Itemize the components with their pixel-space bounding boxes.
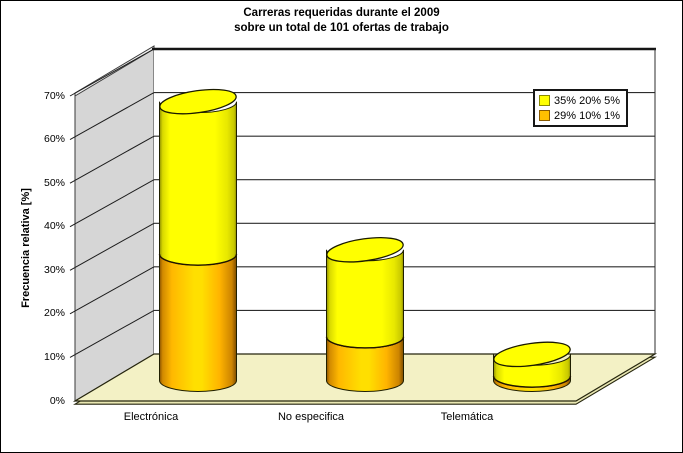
y-tick-label: 40% — [43, 220, 65, 233]
legend-item: 35% 20% 5% — [539, 93, 620, 108]
cylinder-no-especifica-top — [326, 236, 404, 263]
cylinder-telematica-segment-boundary — [492, 376, 572, 388]
left-wall-gridline — [69, 135, 155, 184]
chart-title-line2: sobre un total de 101 ofertas de trabajo — [234, 22, 449, 34]
left-wall-gridline — [69, 92, 155, 141]
y-tick-label: 30% — [43, 263, 65, 276]
left-wall-gridline — [69, 48, 155, 97]
legend-item: 29% 10% 1% — [539, 108, 620, 123]
y-tick-label: 10% — [43, 350, 65, 363]
cylinder-electronica-top — [159, 88, 237, 115]
x-category-label: Telemática — [440, 411, 494, 423]
y-tick-label: 50% — [43, 176, 65, 189]
left-wall-gridline — [69, 309, 155, 358]
x-category-label: Electrónica — [123, 411, 179, 423]
legend-label: 35% 20% 5% — [554, 94, 621, 107]
legend-label: 29% 10% 1% — [554, 109, 621, 122]
chart-title: Carreras requeridas durante el 2009 sobr… — [1, 6, 682, 36]
y-tick-label: 60% — [43, 133, 65, 146]
cylinder-electronica-segment-yellow — [159, 101, 237, 266]
y-tick-label: 70% — [43, 89, 65, 102]
left-wall-gridline — [69, 179, 155, 228]
chart-title-line1: Carreras requeridas durante el 2009 — [243, 7, 440, 19]
y-tick-label: 20% — [43, 307, 65, 320]
cylinder-no-especifica-segment-boundary — [325, 336, 405, 349]
legend: 35% 20% 5% 29% 10% 1% — [533, 89, 629, 127]
y-tick-label: 0% — [49, 394, 65, 407]
cylinder-electronica-segment-boundary — [158, 254, 238, 266]
legend-swatch — [539, 110, 550, 121]
cylinder-no-especifica-segment-yellow — [326, 249, 404, 349]
cylinder-electronica-segment-orange — [159, 254, 237, 392]
left-wall-gridline — [69, 266, 155, 315]
cylinder-telematica-top — [493, 341, 571, 368]
left-wall-gridline — [69, 222, 155, 271]
legend-swatch — [539, 95, 550, 106]
x-category-label: No especifica — [277, 411, 345, 423]
